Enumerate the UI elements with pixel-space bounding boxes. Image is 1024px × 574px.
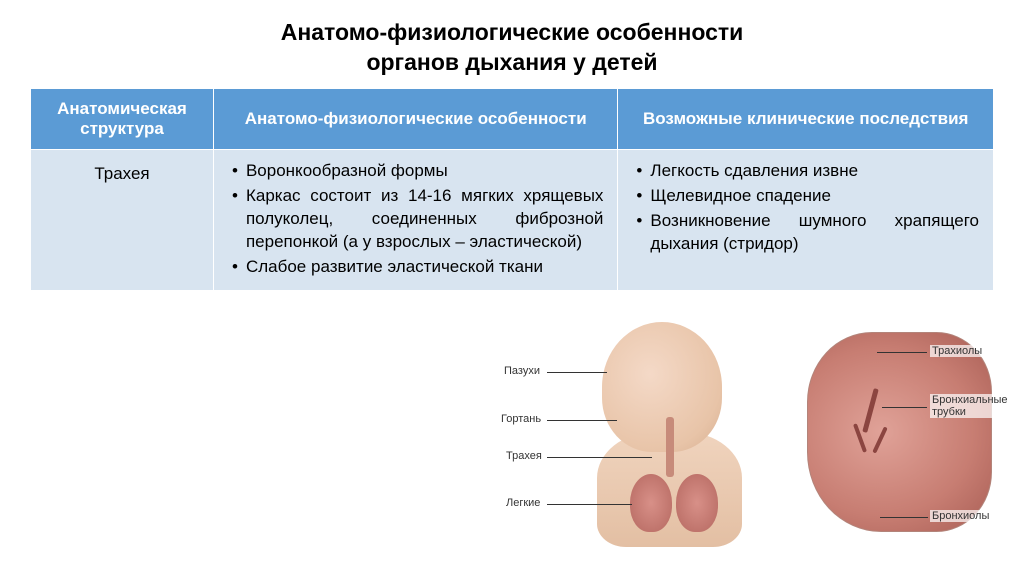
anatomy-diagram: Пазухи Гортань Трахея Легкие Трахиолы Бр… bbox=[432, 312, 992, 562]
trachea-shape bbox=[666, 417, 674, 477]
leader-line bbox=[547, 420, 617, 421]
title-line-1: Анатомо-физиологические особенности bbox=[281, 19, 744, 45]
leader-line bbox=[877, 352, 927, 353]
label-trachea: Трахея bbox=[504, 450, 544, 462]
features-table: Анатомическая структура Анатомо-физиолог… bbox=[30, 88, 994, 292]
label-bronchial-tubes: Бронхиальные трубки bbox=[930, 394, 1002, 418]
leader-line bbox=[547, 372, 607, 373]
header-structure: Анатомическая структура bbox=[31, 88, 214, 149]
cell-consequences: Легкость сдавления извне Щелевидное спад… bbox=[618, 149, 994, 291]
cell-features: Воронкообразной формы Каркас состоит из … bbox=[213, 149, 617, 291]
feature-item: Каркас состоит из 14-16 мягких хрящевых … bbox=[228, 185, 603, 254]
leader-line bbox=[547, 457, 652, 458]
label-sinuses: Пазухи bbox=[502, 365, 542, 377]
consequence-item: Возникновение шумного храпящего дыхания … bbox=[632, 210, 979, 256]
leader-line bbox=[880, 517, 928, 518]
leader-line bbox=[882, 407, 927, 408]
lung-left bbox=[630, 474, 672, 532]
label-larynx: Гортань bbox=[499, 413, 543, 425]
lung-inset bbox=[807, 332, 992, 532]
header-consequences: Возможные клинические последствия bbox=[618, 88, 994, 149]
consequence-item: Легкость сдавления извне bbox=[632, 160, 979, 183]
feature-item: Воронкообразной формы bbox=[228, 160, 603, 183]
header-features: Анатомо-физиологические особенности bbox=[213, 88, 617, 149]
label-lungs: Легкие bbox=[504, 497, 542, 509]
table-row: Трахея Воронкообразной формы Каркас сост… bbox=[31, 149, 994, 291]
lung-right bbox=[676, 474, 718, 532]
cell-structure: Трахея bbox=[31, 149, 214, 291]
leader-line bbox=[547, 504, 632, 505]
bronchial-branches bbox=[838, 388, 898, 468]
title-line-2: органов дыхания у детей bbox=[366, 49, 657, 75]
feature-item: Слабое развитие эластической ткани bbox=[228, 256, 603, 279]
label-bronchioles: Бронхиолы bbox=[930, 510, 991, 522]
slide-title: Анатомо-физиологические особенности орга… bbox=[30, 18, 994, 78]
child-head bbox=[602, 322, 722, 452]
consequence-item: Щелевидное спадение bbox=[632, 185, 979, 208]
label-tracheoles: Трахиолы bbox=[930, 345, 984, 357]
